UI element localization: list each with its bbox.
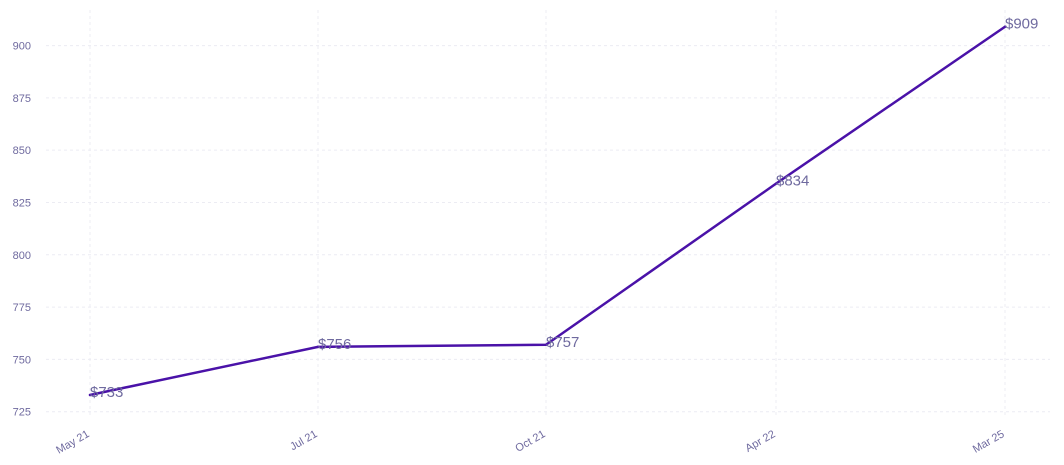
y-tick-label: 750 xyxy=(13,354,31,366)
data-label: $834 xyxy=(776,173,809,190)
x-tick-label: Oct 21 xyxy=(513,428,547,455)
data-label: $733 xyxy=(90,384,123,401)
data-label: $909 xyxy=(1005,16,1038,33)
y-axis: 725 750 775 800 825 850 875 900 xyxy=(13,41,31,419)
series-layer xyxy=(88,25,1007,397)
y-tick-label: 825 xyxy=(13,197,31,209)
x-tick-label: Apr 22 xyxy=(743,428,777,455)
data-point xyxy=(774,182,778,185)
y-tick-label: 775 xyxy=(13,302,31,314)
y-tick-label: 725 xyxy=(13,407,31,419)
x-tick-label: Jul 21 xyxy=(288,428,319,453)
grid-layer xyxy=(46,10,1050,418)
data-label: $756 xyxy=(318,336,351,353)
data-point xyxy=(316,345,320,349)
y-tick-label: 850 xyxy=(13,145,31,157)
data-point xyxy=(1003,25,1007,28)
x-axis: May 21 Jul 21 Oct 21 Apr 22 Mar 25 xyxy=(54,428,1006,456)
data-point xyxy=(544,343,548,346)
y-tick-label: 800 xyxy=(13,250,31,262)
data-point xyxy=(88,393,92,397)
x-tick-label: May 21 xyxy=(54,428,91,456)
data-label: $757 xyxy=(546,334,579,351)
x-tick-label: Mar 25 xyxy=(971,428,1007,456)
data-label-layer: $733 $756 $757 $834 $909 xyxy=(90,16,1038,401)
y-tick-label: 900 xyxy=(13,41,31,53)
y-tick-label: 875 xyxy=(13,93,31,105)
